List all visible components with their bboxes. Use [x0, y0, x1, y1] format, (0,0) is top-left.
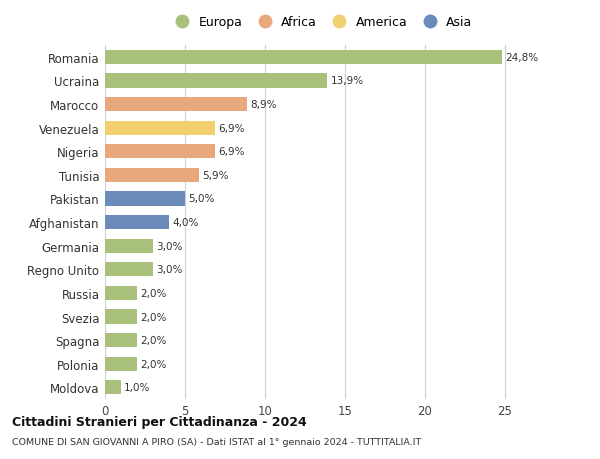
- Bar: [105, 145, 215, 159]
- Text: 6,9%: 6,9%: [218, 147, 245, 157]
- Text: 5,9%: 5,9%: [203, 170, 229, 180]
- Text: 6,9%: 6,9%: [218, 123, 245, 134]
- Legend: Europa, Africa, America, Asia: Europa, Africa, America, Asia: [166, 12, 476, 33]
- Bar: [105, 50, 502, 65]
- Text: 13,9%: 13,9%: [331, 76, 364, 86]
- Bar: [105, 168, 199, 183]
- Bar: [105, 216, 169, 230]
- Text: 3,0%: 3,0%: [156, 241, 182, 251]
- Text: 1,0%: 1,0%: [124, 382, 151, 392]
- Bar: [105, 263, 153, 277]
- Text: COMUNE DI SAN GIOVANNI A PIRO (SA) - Dati ISTAT al 1° gennaio 2024 - TUTTITALIA.: COMUNE DI SAN GIOVANNI A PIRO (SA) - Dat…: [12, 437, 421, 446]
- Bar: [105, 357, 137, 371]
- Bar: [105, 239, 153, 253]
- Bar: [105, 310, 137, 324]
- Bar: [105, 98, 247, 112]
- Bar: [105, 74, 328, 88]
- Bar: [105, 333, 137, 347]
- Bar: [105, 121, 215, 135]
- Text: 4,0%: 4,0%: [172, 218, 199, 228]
- Text: 3,0%: 3,0%: [156, 265, 182, 275]
- Text: 5,0%: 5,0%: [188, 194, 215, 204]
- Text: Cittadini Stranieri per Cittadinanza - 2024: Cittadini Stranieri per Cittadinanza - 2…: [12, 415, 307, 428]
- Bar: [105, 192, 185, 206]
- Text: 8,9%: 8,9%: [251, 100, 277, 110]
- Bar: [105, 286, 137, 300]
- Text: 2,0%: 2,0%: [140, 312, 167, 322]
- Text: 2,0%: 2,0%: [140, 288, 167, 298]
- Text: 2,0%: 2,0%: [140, 359, 167, 369]
- Text: 24,8%: 24,8%: [505, 53, 538, 63]
- Text: 2,0%: 2,0%: [140, 336, 167, 346]
- Bar: [105, 381, 121, 395]
